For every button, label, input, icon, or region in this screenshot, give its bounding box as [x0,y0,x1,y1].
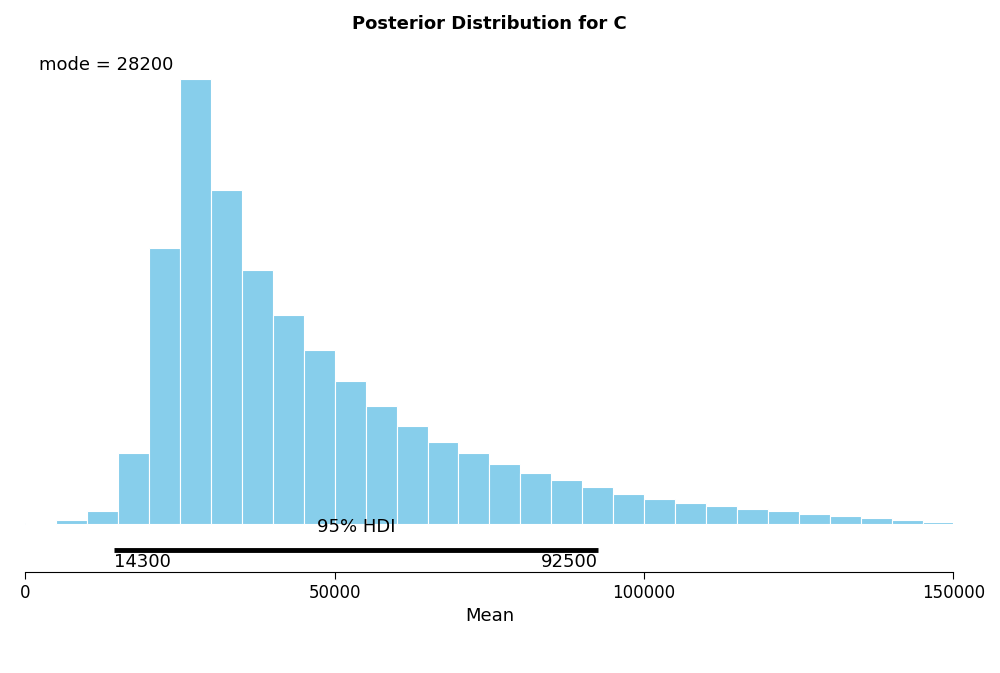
Bar [56,520,87,524]
Bar [799,514,830,524]
Bar [211,190,242,524]
Bar [428,441,458,524]
Bar [304,350,335,524]
Bar [520,472,551,524]
Bar [25,523,56,524]
Bar [582,487,613,524]
Bar [706,506,737,524]
Bar [273,314,304,524]
Title: Posterior Distribution for C: Posterior Distribution for C [352,15,627,33]
Bar [923,522,953,524]
Bar [366,406,397,524]
Text: 92500: 92500 [541,553,598,571]
Bar [335,382,366,524]
Bar [830,516,861,524]
Bar [737,509,768,524]
Bar [489,464,520,524]
Bar [551,481,582,524]
Bar [458,453,489,524]
Text: 14300: 14300 [114,553,171,571]
Bar [397,426,428,524]
X-axis label: Mean: Mean [465,608,514,625]
Text: mode = 28200: mode = 28200 [39,56,174,74]
Bar [242,270,273,524]
Bar [675,503,706,524]
Bar [149,248,180,524]
Bar [892,520,923,524]
Bar [87,511,118,524]
Bar [180,79,211,524]
Bar [644,499,675,524]
Bar [768,511,799,524]
Text: 95% HDI: 95% HDI [317,518,395,536]
Bar [613,494,644,524]
Bar [118,453,149,524]
Bar [861,518,892,524]
